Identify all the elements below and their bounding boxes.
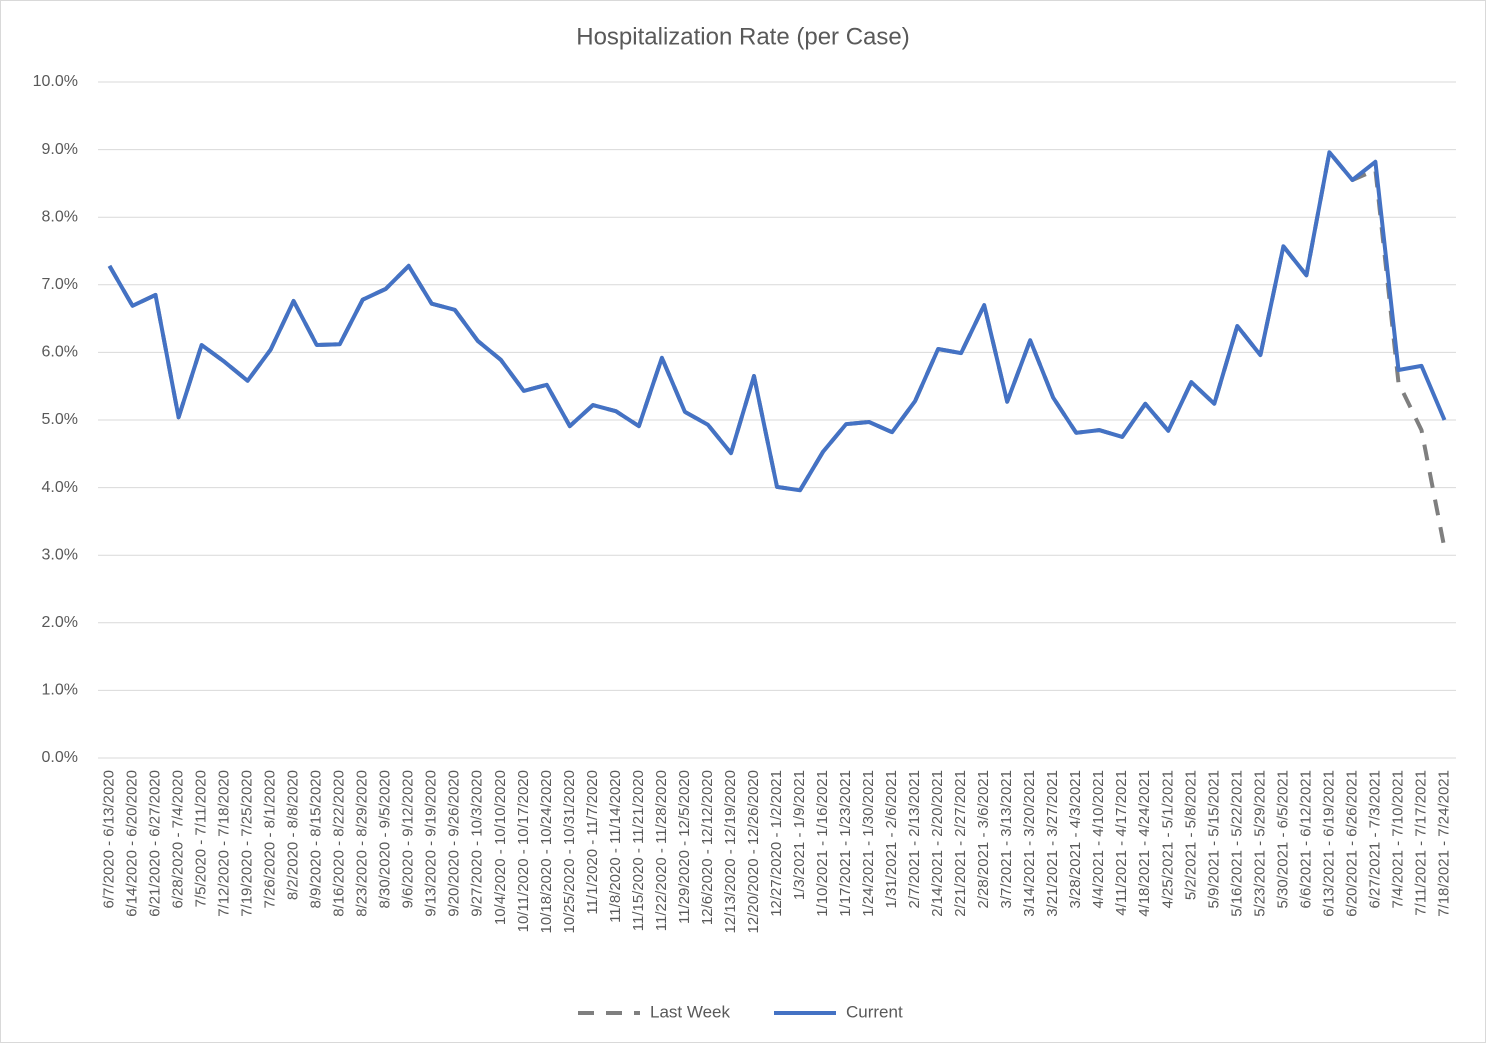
legend-label: Last Week	[650, 1002, 731, 1021]
x-tick-label: 6/27/2021 - 7/3/2021	[1366, 770, 1383, 908]
x-tick-label: 3/14/2021 - 3/20/2021	[1021, 770, 1038, 917]
x-tick-label: 10/25/2020 - 10/31/2020	[561, 770, 578, 933]
x-tick-label: 7/18/2021 - 7/24/2021	[1435, 770, 1452, 917]
x-tick-label: 4/25/2021 - 5/1/2021	[1159, 770, 1176, 908]
x-tick-label: 1/24/2021 - 1/30/2021	[860, 770, 877, 917]
y-tick-label: 2.0%	[42, 614, 78, 631]
y-tick-label: 8.0%	[42, 208, 78, 225]
x-tick-label: 5/30/2021 - 6/5/2021	[1274, 770, 1291, 908]
x-tick-label: 2/28/2021 - 3/6/2021	[975, 770, 992, 908]
x-tick-label: 5/16/2021 - 5/22/2021	[1228, 770, 1245, 917]
x-tick-label: 11/22/2020 - 11/28/2020	[653, 770, 670, 931]
x-tick-label: 6/13/2021 - 6/19/2021	[1320, 770, 1337, 917]
x-tick-label: 12/27/2020 - 1/2/2021	[768, 770, 785, 917]
legend-label: Current	[846, 1002, 903, 1021]
x-tick-label: 3/21/2021 - 3/27/2021	[1044, 770, 1061, 917]
x-tick-label: 6/28/2020 - 7/4/2020	[170, 770, 187, 908]
x-tick-label: 10/4/2020 - 10/10/2020	[492, 770, 509, 925]
x-tick-label: 8/16/2020 - 8/22/2020	[331, 770, 348, 917]
x-tick-label: 11/29/2020 - 12/5/2020	[676, 770, 693, 924]
x-tick-label: 7/5/2020 - 7/11/2020	[193, 770, 210, 907]
y-tick-label: 0.0%	[42, 749, 78, 766]
y-tick-label: 3.0%	[42, 546, 78, 563]
x-tick-label: 3/7/2021 - 3/13/2021	[998, 770, 1015, 908]
x-tick-label: 6/6/2021 - 6/12/2021	[1297, 770, 1314, 908]
x-tick-label: 6/20/2021 - 6/26/2021	[1343, 770, 1360, 917]
x-tick-label: 2/7/2021 - 2/13/2021	[906, 770, 923, 908]
y-tick-label: 7.0%	[42, 276, 78, 293]
x-tick-label: 10/11/2020 - 10/17/2020	[515, 770, 532, 932]
y-tick-label: 4.0%	[42, 479, 78, 496]
x-tick-label: 8/30/2020 - 9/5/2020	[377, 770, 394, 908]
chart-title: Hospitalization Rate (per Case)	[576, 23, 909, 50]
x-tick-label: 9/6/2020 - 9/12/2020	[400, 770, 417, 908]
x-tick-label: 11/8/2020 - 11/14/2020	[607, 770, 624, 923]
x-tick-label: 9/13/2020 - 9/19/2020	[423, 770, 440, 917]
x-tick-label: 6/14/2020 - 6/20/2020	[123, 770, 140, 917]
x-tick-label: 1/31/2021 - 2/6/2021	[883, 770, 900, 908]
x-tick-label: 4/18/2021 - 4/24/2021	[1136, 770, 1153, 917]
x-tick-label: 11/1/2020 - 11/7/2020	[584, 770, 601, 915]
x-tick-label: 2/14/2021 - 2/20/2021	[929, 770, 946, 917]
x-tick-label: 5/23/2021 - 5/29/2021	[1251, 770, 1268, 917]
x-tick-label: 4/4/2021 - 4/10/2021	[1090, 770, 1107, 908]
series-line	[107, 150, 1447, 493]
x-tick-label: 5/9/2021 - 5/15/2021	[1205, 770, 1222, 908]
x-tick-label: 7/19/2020 - 7/25/2020	[239, 770, 256, 917]
x-tick-label: 8/9/2020 - 8/15/2020	[308, 770, 325, 908]
x-tick-label: 8/2/2020 - 8/8/2020	[285, 770, 302, 900]
y-tick-label: 9.0%	[42, 141, 78, 158]
x-tick-label: 1/3/2021 - 1/9/2021	[791, 770, 808, 900]
x-tick-label: 6/7/2020 - 6/13/2020	[100, 770, 117, 908]
x-tick-label: 3/28/2021 - 4/3/2021	[1067, 770, 1084, 908]
x-tick-label: 12/20/2020 - 12/26/2020	[745, 770, 762, 933]
x-tick-label: 2/21/2021 - 2/27/2021	[952, 770, 969, 917]
x-tick-label: 11/15/2020 - 11/21/2020	[630, 770, 647, 931]
y-tick-label: 1.0%	[42, 682, 78, 699]
x-tick-label: 9/20/2020 - 9/26/2020	[446, 770, 463, 917]
x-tick-label: 9/27/2020 - 10/3/2020	[469, 770, 486, 917]
x-tick-label: 5/2/2021 - 5/8/2021	[1182, 770, 1199, 900]
x-tick-label: 6/21/2020 - 6/27/2020	[147, 770, 164, 917]
x-tick-label: 10/18/2020 - 10/24/2020	[538, 770, 555, 933]
y-tick-label: 5.0%	[42, 411, 78, 428]
x-tick-label: 12/6/2020 - 12/12/2020	[699, 770, 716, 925]
y-tick-label: 10.0%	[33, 73, 78, 90]
x-tick-label: 4/11/2021 - 4/17/2021	[1113, 770, 1130, 916]
x-tick-label: 7/4/2021 - 7/10/2021	[1389, 770, 1406, 908]
x-tick-label: 1/10/2021 - 1/16/2021	[814, 770, 831, 917]
x-tick-label: 12/13/2020 - 12/19/2020	[722, 770, 739, 933]
x-tick-label: 7/12/2020 - 7/18/2020	[216, 770, 233, 917]
x-tick-label: 7/11/2021 - 7/17/2021	[1412, 770, 1429, 916]
y-tick-label: 6.0%	[42, 344, 78, 361]
x-tick-label: 1/17/2021 - 1/23/2021	[837, 770, 854, 917]
x-tick-label: 7/26/2020 - 8/1/2020	[262, 770, 279, 908]
x-tick-label: 8/23/2020 - 8/29/2020	[354, 770, 371, 917]
